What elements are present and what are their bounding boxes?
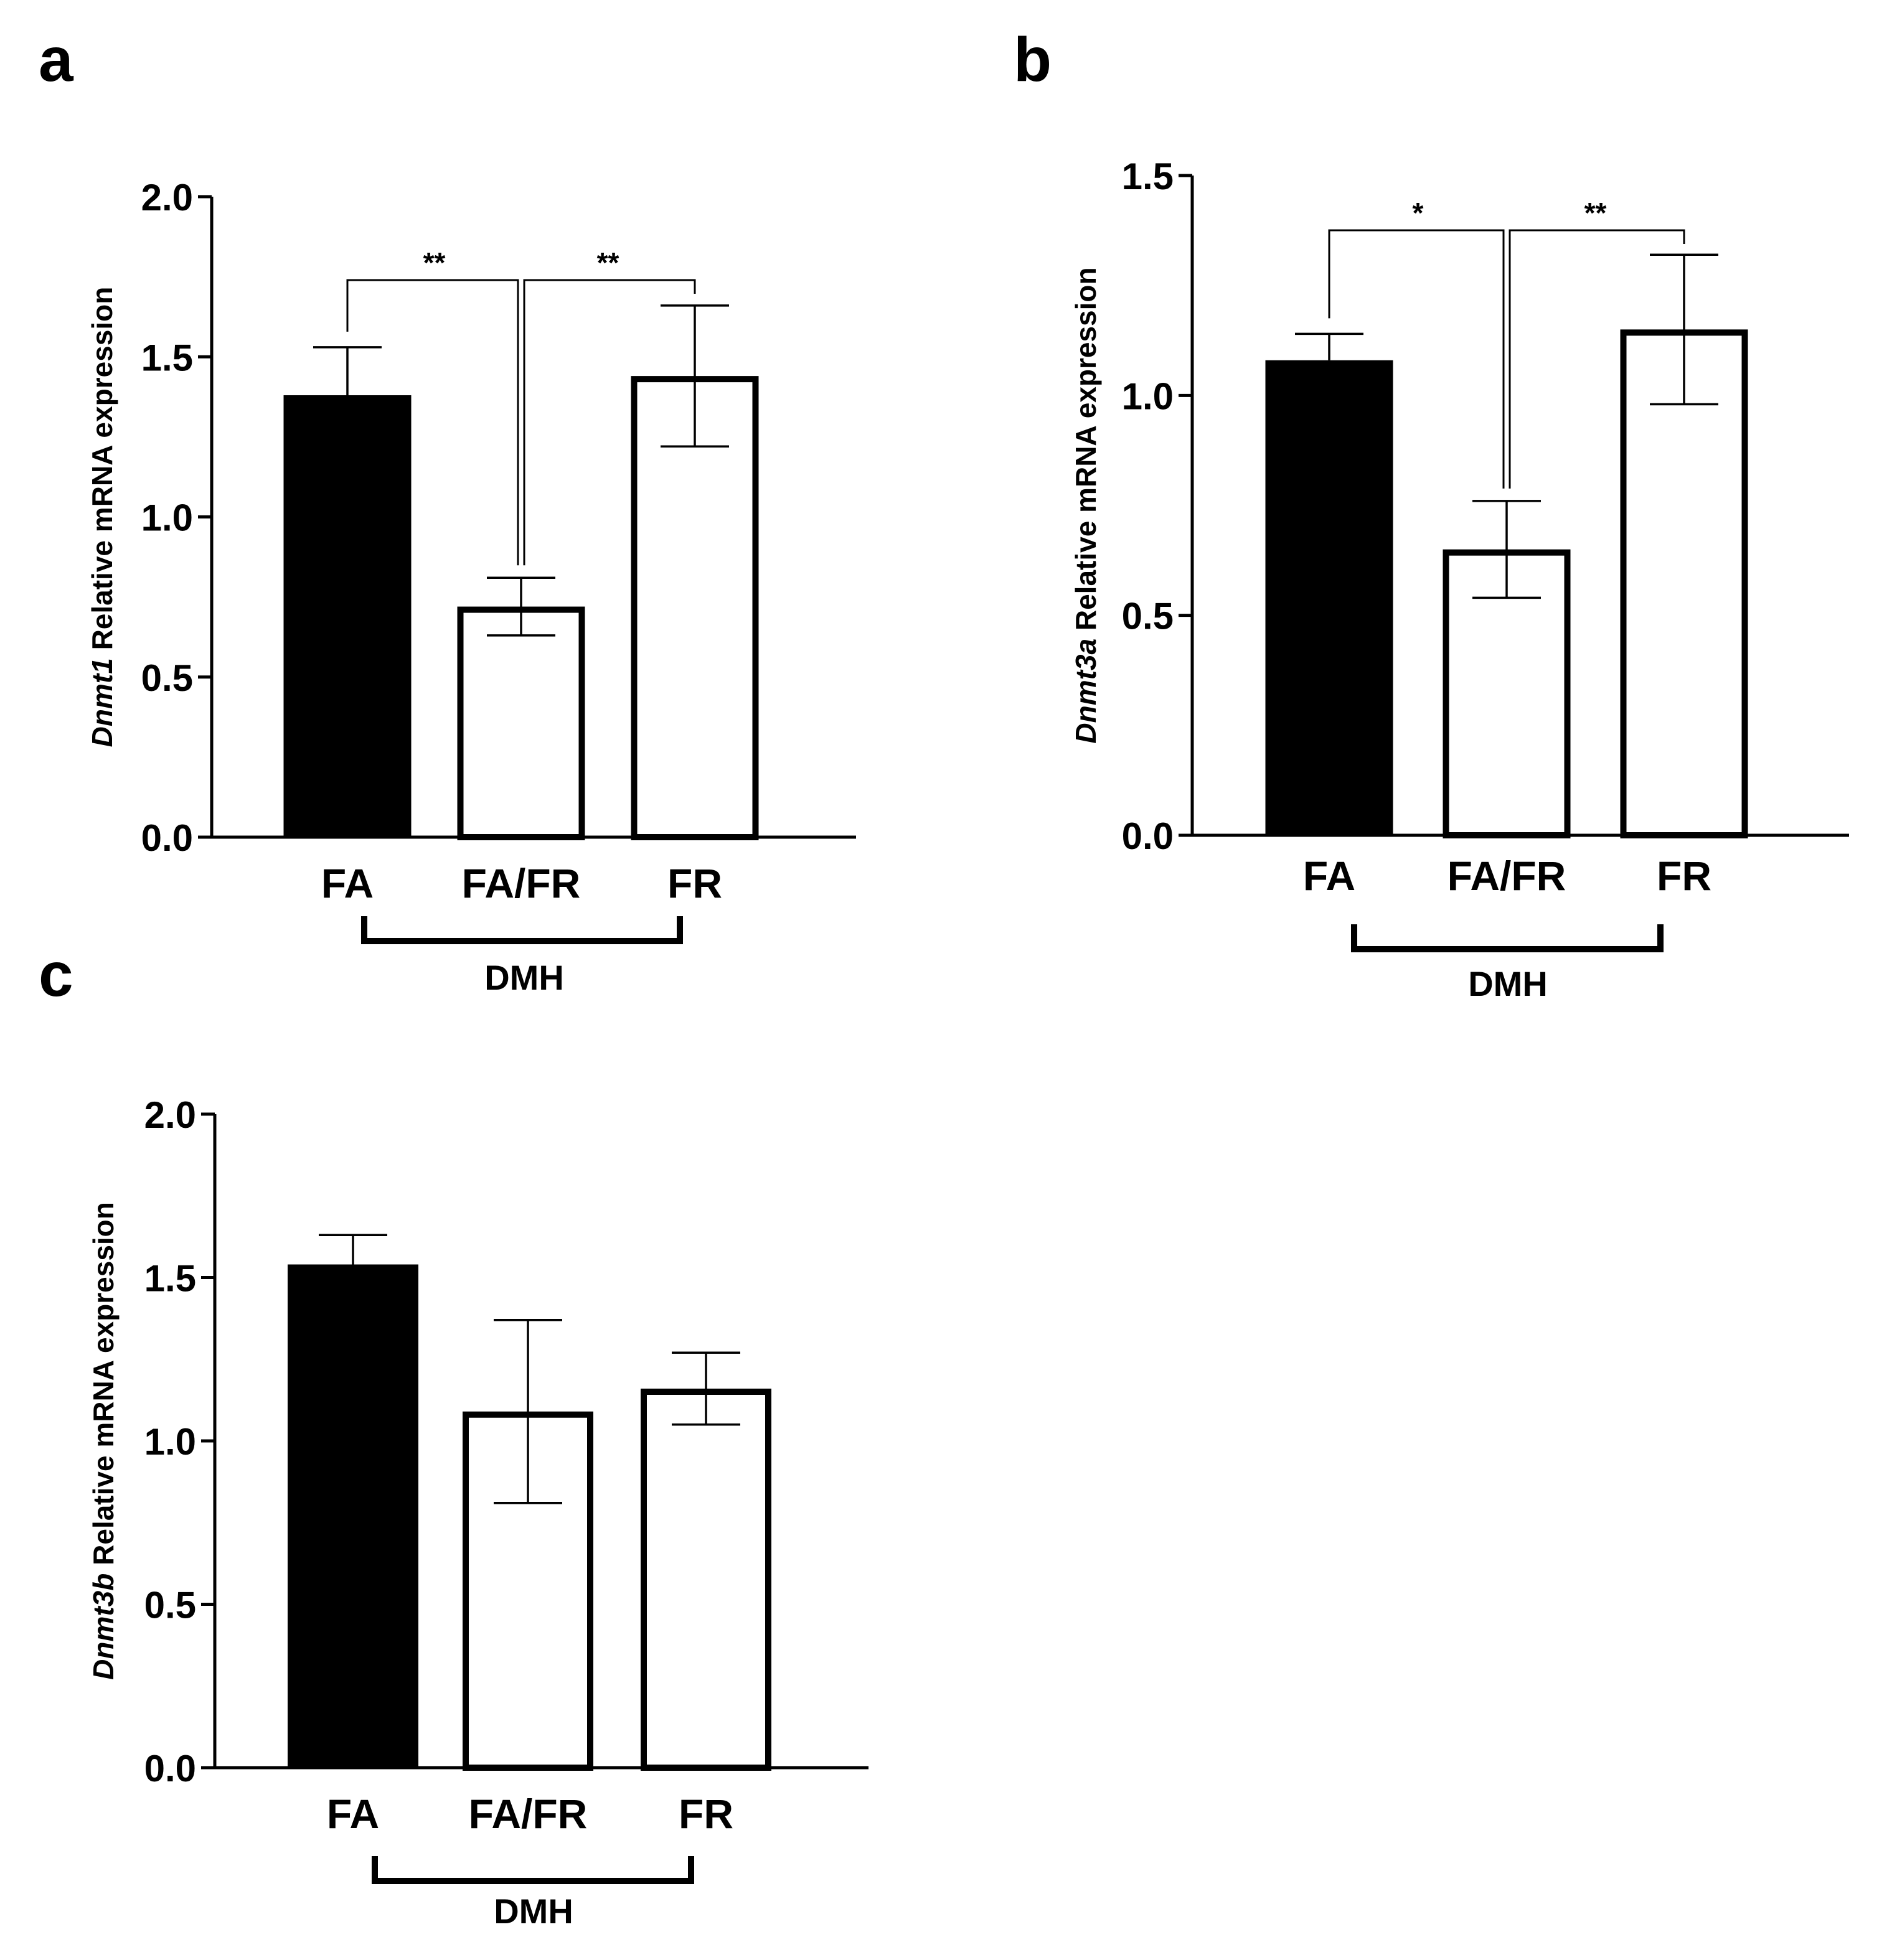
panel-letter: a [39, 25, 74, 95]
bar [283, 395, 412, 837]
bar [457, 606, 585, 840]
significance-bracket [1328, 229, 1505, 489]
panel-letter: b [1014, 25, 1052, 95]
bar [288, 1264, 418, 1768]
chart-panel-b: b 0.0 0.5 1.0 1.5 Dnmt3a Relative mRNA expres… [1014, 25, 1849, 1003]
group-bracket [372, 1856, 694, 1884]
significance-bracket [523, 279, 696, 566]
y-axis-label-text: Relative mRNA expression [86, 287, 118, 659]
y-axis-label-gene: Dnmt3b [87, 1573, 120, 1680]
category-label: FA/FR [469, 1791, 588, 1837]
y-tick-label: 0.0 [1122, 815, 1174, 857]
significance-label: ** [423, 246, 446, 279]
y-axis-label: Dnmt3b Relative mRNA expression [87, 1202, 120, 1680]
category-label: FR [1657, 853, 1711, 899]
category-label: FA [1303, 853, 1355, 899]
chart-panel-a: a 0.0 0.5 1.0 1.5 2.0 Dnmt1 Relative mRNA expr… [39, 25, 856, 997]
y-tick-label: 1.5 [141, 337, 193, 378]
group-bracket [361, 916, 683, 944]
category-label: FA/FR [462, 860, 581, 906]
y-tick-label: 1.0 [1122, 375, 1174, 417]
group-label: DMH [494, 1892, 573, 1931]
bar [631, 376, 759, 840]
y-tick-label: 0.5 [1122, 596, 1174, 637]
group-label: DMH [1468, 964, 1548, 1003]
y-axis-label-gene: Dnmt3a [1070, 639, 1102, 744]
y-axis-label: Dnmt3a Relative mRNA expression [1070, 267, 1102, 743]
y-axis-label: Dnmt1 Relative mRNA expression [86, 287, 118, 748]
y-tick-label: 1.5 [1122, 156, 1174, 197]
group-bracket [1351, 924, 1664, 952]
significance-bracket [346, 279, 519, 566]
y-axis-label-text: Relative mRNA expression [87, 1202, 120, 1573]
y-tick-label: 0.5 [141, 657, 193, 699]
y-tick-label: 0.0 [141, 817, 193, 859]
group-label: DMH [484, 958, 564, 997]
y-tick-label: 2.0 [141, 177, 193, 218]
category-label: FR [667, 860, 722, 906]
category-label: FA [321, 860, 374, 906]
chart-panel-c: c 0.0 0.5 1.0 1.5 2.0 Dnmt3b Relative mRNA exp… [39, 940, 868, 1931]
significance-label: ** [1584, 197, 1607, 229]
y-axis-label-text: Relative mRNA expression [1070, 267, 1102, 639]
panel-letter: c [39, 940, 73, 1010]
bar [1265, 360, 1393, 835]
y-tick-label: 1.0 [144, 1421, 196, 1463]
y-tick-label: 0.0 [144, 1748, 196, 1789]
category-label: FA [327, 1791, 379, 1837]
category-label: FA/FR [1447, 853, 1566, 899]
significance-label: * [1413, 197, 1424, 229]
y-tick-label: 1.5 [144, 1258, 196, 1300]
bar [1620, 329, 1748, 838]
y-axis-label-gene: Dnmt1 [86, 658, 118, 747]
significance-bracket [1509, 229, 1685, 489]
category-label: FR [679, 1791, 733, 1837]
bar [641, 1389, 771, 1771]
y-tick-label: 0.5 [144, 1585, 196, 1626]
y-tick-label: 2.0 [144, 1094, 196, 1136]
significance-label: ** [597, 246, 619, 279]
y-tick-label: 1.0 [141, 497, 193, 539]
